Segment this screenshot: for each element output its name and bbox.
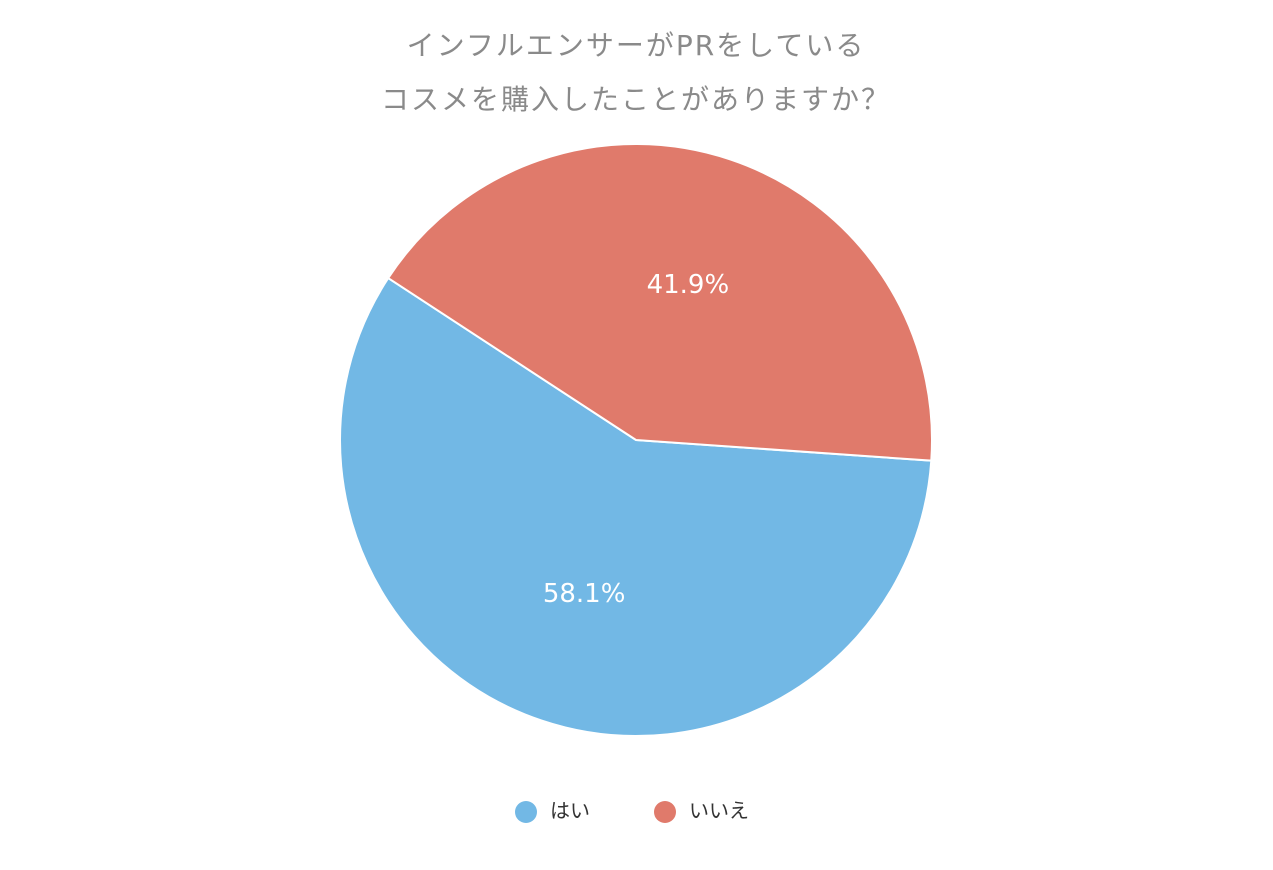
legend-label: はい xyxy=(550,799,590,823)
chart-title: コスメを購入したことがありますか？ xyxy=(381,83,891,116)
slice-label: 58.1% xyxy=(543,579,626,609)
legend-marker xyxy=(654,801,676,823)
pie-slice xyxy=(386,143,933,462)
slice-label: 41.9% xyxy=(647,270,730,300)
chart-title: インフルエンサーがPRをしている xyxy=(407,29,866,62)
legend-marker xyxy=(515,801,537,823)
legend-label: いいえ xyxy=(689,799,749,823)
pie-slice xyxy=(339,276,933,737)
